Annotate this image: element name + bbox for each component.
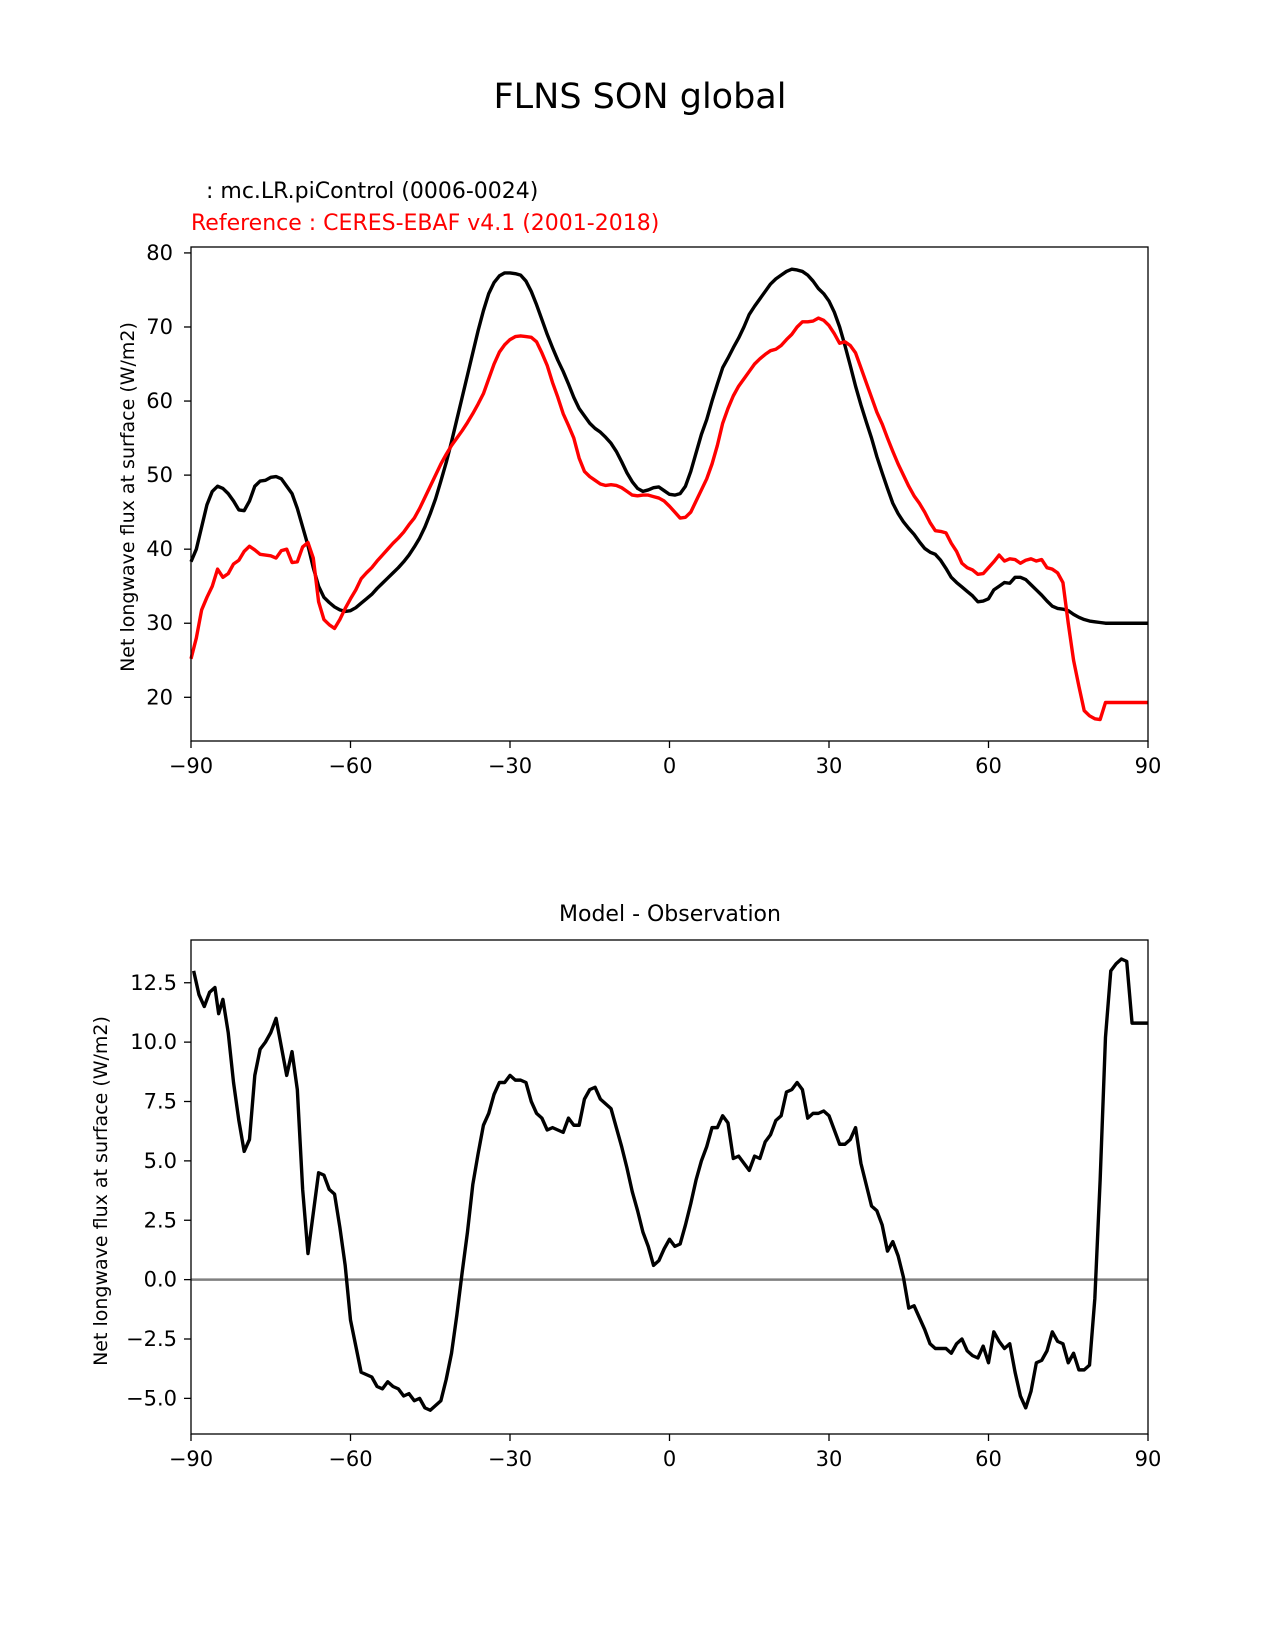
bottom-y-axis-label: Net longwave flux at surface (W/m2) bbox=[90, 1016, 112, 1366]
bottom-y-tick-label: 5.0 bbox=[144, 1149, 177, 1173]
top-y-tick-label: 80 bbox=[146, 241, 173, 265]
bottom-y-tick-label: 0.0 bbox=[144, 1268, 177, 1292]
legend-reference-label: Reference : CERES-EBAF v4.1 (2001-2018) bbox=[191, 211, 659, 236]
bottom-y-tick-label: −5.0 bbox=[126, 1386, 177, 1410]
model-series-line bbox=[189, 267, 1148, 625]
top-y-tick-label: 60 bbox=[146, 389, 173, 413]
top-y-tick-label: 30 bbox=[146, 611, 173, 635]
bottom-x-tick-label: −90 bbox=[169, 1447, 213, 1471]
reference-series-line bbox=[189, 316, 1148, 722]
top-chart: : mc.LR.piControl (0006-0024) Reference … bbox=[117, 179, 1161, 778]
bottom-chart-title: Model - Observation bbox=[559, 902, 781, 927]
top-y-tick-label: 50 bbox=[146, 463, 173, 487]
bottom-x-tick-label: −60 bbox=[328, 1447, 372, 1471]
difference-series-line bbox=[192, 957, 1148, 1412]
bottom-y-tick-label: 10.0 bbox=[130, 1030, 177, 1054]
top-y-tick-label: 20 bbox=[146, 685, 173, 709]
top-y-tick-label: 40 bbox=[146, 537, 173, 561]
bottom-x-tick-label: −30 bbox=[488, 1447, 532, 1471]
bottom-y-tick-label: 2.5 bbox=[144, 1208, 177, 1232]
bottom-y-tick-label: 12.5 bbox=[130, 971, 177, 995]
top-x-tick-label: 90 bbox=[1135, 754, 1162, 778]
top-x-tick-label: 30 bbox=[816, 754, 843, 778]
bottom-y-tick-label: 7.5 bbox=[144, 1090, 177, 1114]
bottom-chart: Model - Observation Net longwave flux at… bbox=[90, 902, 1161, 1471]
top-y-tick-label: 70 bbox=[146, 315, 173, 339]
top-y-axis-label: Net longwave flux at surface (W/m2) bbox=[117, 322, 139, 672]
bottom-x-tick-label: 30 bbox=[816, 1447, 843, 1471]
top-x-tick-label: −30 bbox=[488, 754, 532, 778]
bottom-x-tick-label: 60 bbox=[975, 1447, 1002, 1471]
legend-model-label: : mc.LR.piControl (0006-0024) bbox=[206, 179, 538, 204]
top-x-tick-label: −90 bbox=[169, 754, 213, 778]
bottom-y-tick-label: −2.5 bbox=[126, 1327, 177, 1351]
bottom-x-tick-label: 90 bbox=[1135, 1447, 1162, 1471]
figure-suptitle: FLNS SON global bbox=[494, 77, 787, 117]
top-x-tick-label: 60 bbox=[975, 754, 1002, 778]
top-x-tick-label: 0 bbox=[663, 754, 676, 778]
bottom-x-tick-label: 0 bbox=[663, 1447, 676, 1471]
top-x-tick-label: −60 bbox=[328, 754, 372, 778]
